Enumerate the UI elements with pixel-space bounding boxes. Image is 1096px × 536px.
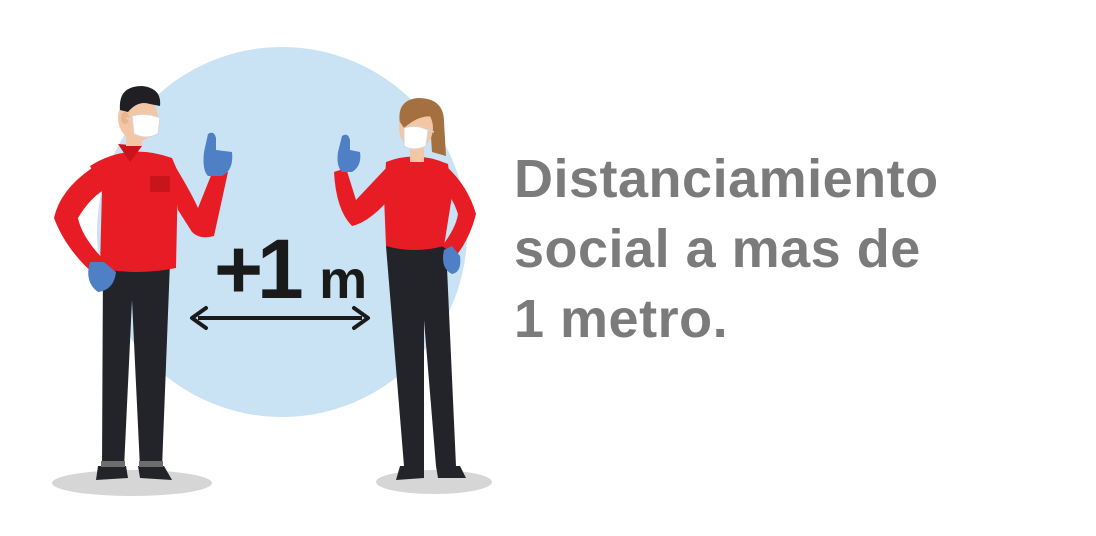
social-distance-illustration: +1 m [52,47,492,496]
man-with-mask-icon [54,86,233,480]
man-shadow [52,470,212,496]
headline-line-3: 1 metro. [514,289,729,349]
double-arrow-icon [190,306,370,330]
headline-line-2: social a mas de [514,219,921,279]
woman-shadow [376,470,492,494]
woman-with-mask-icon [334,98,476,480]
headline-text: Distanciamiento social a mas de 1 metro. [514,144,1074,354]
background-circle [97,47,467,417]
distance-unit: m [319,250,364,310]
distance-value: +1 [214,222,302,316]
headline-line-1: Distanciamiento [514,149,939,209]
